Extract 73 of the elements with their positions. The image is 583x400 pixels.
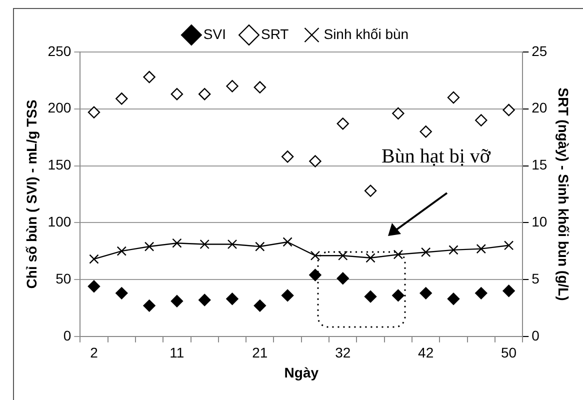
x-tick-label: 2 bbox=[90, 344, 98, 361]
annotation: Bùn hạt bị vỡ bbox=[382, 145, 491, 168]
point bbox=[393, 250, 404, 260]
point bbox=[143, 300, 156, 312]
y2-tick-label: 0 bbox=[532, 327, 540, 344]
point bbox=[116, 92, 128, 105]
point bbox=[364, 290, 377, 303]
point bbox=[338, 250, 348, 260]
point bbox=[336, 272, 349, 284]
point bbox=[366, 253, 376, 263]
y-tick-label: 250 bbox=[48, 42, 72, 59]
point bbox=[309, 155, 322, 168]
legend-label: SVI bbox=[203, 26, 226, 42]
point bbox=[226, 80, 238, 92]
point bbox=[281, 289, 294, 302]
point bbox=[200, 239, 210, 250]
point bbox=[282, 237, 292, 247]
point bbox=[172, 238, 182, 248]
y2-tick-label: 25 bbox=[532, 42, 548, 59]
point bbox=[116, 246, 126, 256]
point bbox=[420, 247, 431, 258]
point bbox=[281, 150, 294, 163]
point bbox=[170, 295, 184, 308]
point bbox=[420, 126, 432, 138]
point bbox=[392, 289, 404, 302]
point bbox=[392, 107, 404, 120]
point bbox=[475, 287, 488, 300]
point bbox=[502, 284, 515, 297]
point bbox=[447, 292, 460, 305]
point bbox=[170, 88, 184, 100]
point bbox=[336, 118, 349, 130]
point bbox=[476, 244, 486, 254]
y-tick-label: 0 bbox=[63, 327, 72, 344]
point bbox=[198, 294, 211, 306]
point bbox=[420, 287, 432, 300]
y-tick-label: 100 bbox=[48, 214, 72, 230]
point bbox=[226, 292, 238, 305]
point bbox=[227, 239, 238, 250]
point bbox=[504, 240, 514, 250]
y-tick-label: 200 bbox=[48, 100, 72, 116]
y2-tick-label: 20 bbox=[532, 100, 548, 116]
x-tick-label: 50 bbox=[501, 344, 517, 361]
x-axis-title: Ngày bbox=[284, 364, 319, 380]
point bbox=[447, 91, 460, 104]
y-tick-label: 150 bbox=[48, 156, 72, 173]
point bbox=[88, 280, 100, 292]
y2-tick-label: 15 bbox=[532, 156, 548, 173]
x-tick-label: 11 bbox=[170, 344, 184, 361]
y2-tick-label: 10 bbox=[532, 214, 548, 230]
point bbox=[310, 250, 320, 260]
legend-label: Sinh khối bùn bbox=[324, 26, 409, 42]
point bbox=[88, 106, 100, 118]
x-tick-label: 42 bbox=[418, 344, 434, 361]
point bbox=[254, 300, 266, 312]
y2-axis-title: SRT (ngày) - Sinh khối bùn (g/L) bbox=[556, 88, 572, 301]
point bbox=[502, 104, 515, 116]
y-tick-label: 50 bbox=[56, 270, 72, 286]
point bbox=[143, 70, 156, 84]
point bbox=[475, 114, 488, 126]
point bbox=[448, 245, 458, 255]
point bbox=[144, 242, 154, 252]
point bbox=[198, 88, 211, 100]
y-axis-title: Chỉ số bùn ( SVI) - mL/g TSS bbox=[23, 100, 40, 289]
point bbox=[364, 184, 377, 197]
point bbox=[255, 242, 265, 252]
x-tick-label: 32 bbox=[335, 344, 351, 361]
legend-label: SRT bbox=[260, 26, 290, 42]
point bbox=[254, 81, 266, 94]
y2-tick-label: 5 bbox=[532, 270, 540, 286]
point bbox=[89, 254, 99, 264]
point bbox=[116, 287, 128, 300]
x-tick-label: 21 bbox=[252, 344, 268, 361]
point bbox=[309, 268, 322, 282]
